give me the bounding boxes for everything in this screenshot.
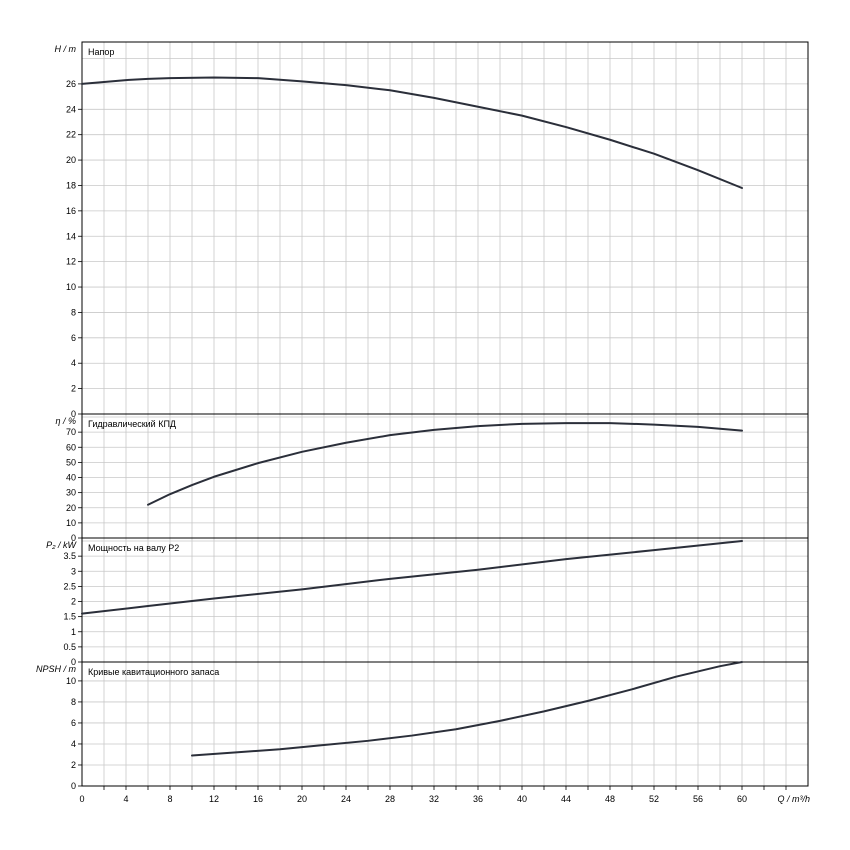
x-tick-label: 24 bbox=[341, 794, 351, 804]
x-tick-label: 4 bbox=[123, 794, 128, 804]
y-tick-label: 24 bbox=[66, 104, 76, 114]
y-tick-label: 16 bbox=[66, 206, 76, 216]
y-tick-label: 3.5 bbox=[63, 551, 76, 561]
x-tick-label: 8 bbox=[167, 794, 172, 804]
x-tick-label: 12 bbox=[209, 794, 219, 804]
y-tick-label: 0.5 bbox=[63, 642, 76, 652]
y-tick-label: 70 bbox=[66, 427, 76, 437]
y-tick-label: 0 bbox=[71, 533, 76, 543]
y-tick-label: 60 bbox=[66, 442, 76, 452]
series-line-head bbox=[81, 76, 743, 190]
x-tick-label: 28 bbox=[385, 794, 395, 804]
y-tick-label: 1 bbox=[71, 627, 76, 637]
panel-title: Мощность на валу P2 bbox=[88, 543, 179, 553]
y-tick-label: 3 bbox=[71, 566, 76, 576]
y-tick-label: 40 bbox=[66, 473, 76, 483]
y-tick-label: 10 bbox=[66, 676, 76, 686]
x-tick-label: 36 bbox=[473, 794, 483, 804]
panel-frame bbox=[81, 41, 809, 415]
y-tick-label: 50 bbox=[66, 457, 76, 467]
y-tick-label: 12 bbox=[66, 257, 76, 267]
panel-title: Кривые кавитационного запаса bbox=[88, 667, 219, 677]
panel-frame bbox=[81, 413, 809, 539]
panel-title: Напор bbox=[88, 47, 114, 57]
y-tick-label: 10 bbox=[66, 518, 76, 528]
x-axis-label: Q / m³/h bbox=[777, 794, 810, 804]
y-tick-label: 1.5 bbox=[63, 612, 76, 622]
series-line-npsh bbox=[191, 661, 743, 757]
panel-title: Гидравлический КПД bbox=[88, 419, 176, 429]
y-tick-label: 10 bbox=[66, 282, 76, 292]
x-tick-label: 52 bbox=[649, 794, 659, 804]
y-axis-label: H / m bbox=[55, 44, 77, 54]
y-tick-label: 2 bbox=[71, 760, 76, 770]
y-axis-label: NPSH / m bbox=[36, 664, 77, 674]
x-tick-label: 56 bbox=[693, 794, 703, 804]
x-tick-label: 32 bbox=[429, 794, 439, 804]
panel-frame bbox=[81, 537, 809, 663]
y-axis-label: η / % bbox=[55, 416, 76, 426]
y-tick-label: 2 bbox=[71, 384, 76, 394]
x-tick-label: 20 bbox=[297, 794, 307, 804]
y-tick-label: 20 bbox=[66, 503, 76, 513]
y-tick-label: 14 bbox=[66, 231, 76, 241]
y-tick-label: 0 bbox=[71, 657, 76, 667]
y-tick-label: 26 bbox=[66, 79, 76, 89]
series-line-efficiency bbox=[147, 422, 743, 506]
x-tick-label: 48 bbox=[605, 794, 615, 804]
panel-frame bbox=[81, 661, 809, 787]
y-tick-label: 4 bbox=[71, 739, 76, 749]
y-tick-label: 2.5 bbox=[63, 581, 76, 591]
y-axis-label: P₂ / kW bbox=[46, 540, 77, 550]
y-tick-label: 2 bbox=[71, 597, 76, 607]
y-tick-label: 0 bbox=[71, 781, 76, 791]
y-tick-label: 6 bbox=[71, 718, 76, 728]
y-tick-label: 18 bbox=[66, 180, 76, 190]
y-tick-label: 6 bbox=[71, 333, 76, 343]
x-tick-label: 16 bbox=[253, 794, 263, 804]
x-tick-label: 44 bbox=[561, 794, 571, 804]
y-tick-label: 4 bbox=[71, 358, 76, 368]
y-tick-label: 8 bbox=[71, 697, 76, 707]
x-tick-label: 0 bbox=[79, 794, 84, 804]
x-tick-label: 40 bbox=[517, 794, 527, 804]
y-tick-label: 8 bbox=[71, 307, 76, 317]
series-line-power bbox=[81, 540, 743, 615]
y-tick-label: 0 bbox=[71, 409, 76, 419]
x-tick-label: 60 bbox=[737, 794, 747, 804]
y-tick-label: 20 bbox=[66, 155, 76, 165]
y-tick-label: 22 bbox=[66, 130, 76, 140]
y-tick-label: 30 bbox=[66, 488, 76, 498]
